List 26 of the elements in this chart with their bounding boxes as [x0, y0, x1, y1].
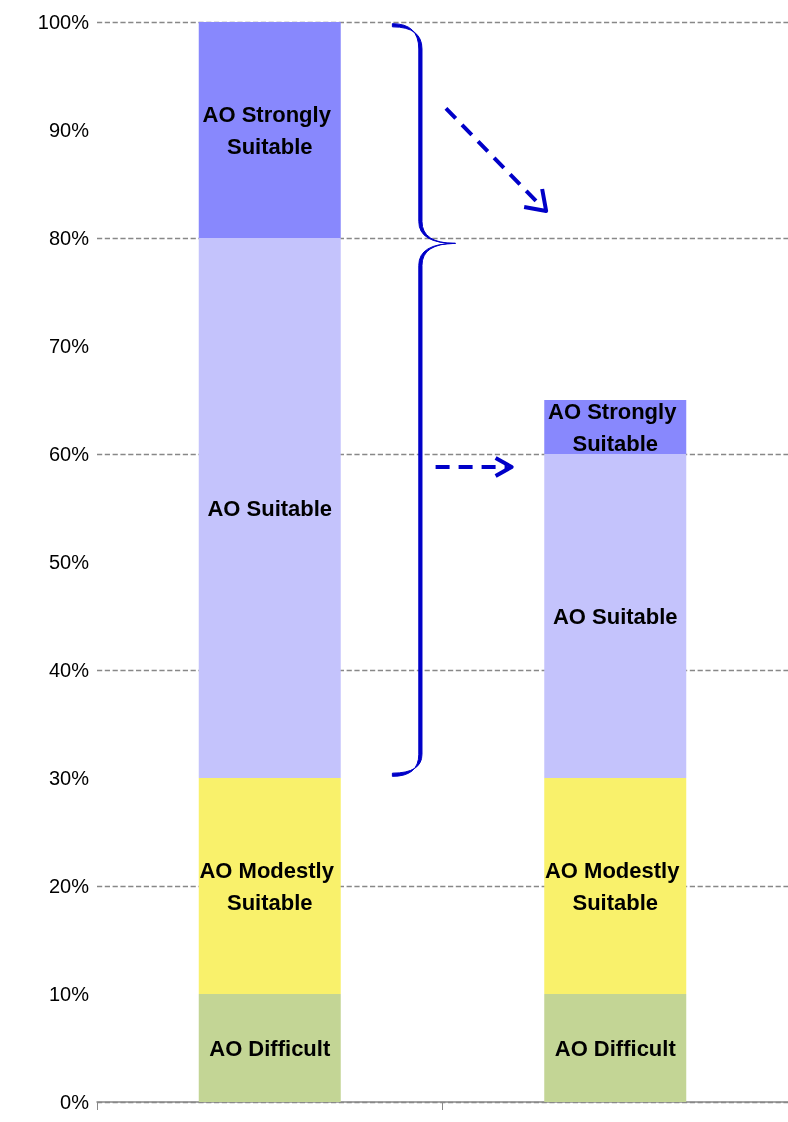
bar: [198, 778, 341, 994]
bar: [198, 994, 341, 1102]
series-label: AO Strongly Suitable: [548, 398, 683, 456]
series-label: AO Difficult: [209, 1035, 331, 1061]
text: AO Difficult: [554, 1035, 676, 1061]
y-tick-label: 30%: [48, 767, 90, 789]
bar: [198, 238, 341, 778]
y-tick-label: 70%: [48, 335, 90, 357]
y-tick-label: 0%: [60, 1091, 90, 1113]
bar: [544, 994, 687, 1102]
y-tick-label: 60%: [48, 443, 90, 465]
y-tick-label: 80%: [48, 227, 90, 249]
bar: [198, 22, 341, 238]
text: AO Modestly Suitable: [544, 857, 680, 915]
y-tick-label: 10%: [48, 983, 90, 1005]
y-tick-label: 90%: [48, 119, 90, 141]
y-tick-label: 40%: [48, 659, 90, 681]
series-label: AO Suitable: [552, 603, 678, 629]
text: AO Strongly Suitable: [202, 101, 331, 159]
series-label: AO Modestly Suitable: [199, 857, 341, 915]
bar: [544, 778, 687, 994]
text: AO Suitable: [207, 495, 333, 521]
y-tick-label: 50%: [48, 551, 90, 573]
y-tick-label: 100%: [37, 11, 90, 33]
y-tick-label: 20%: [48, 875, 90, 897]
bar: [544, 454, 687, 778]
